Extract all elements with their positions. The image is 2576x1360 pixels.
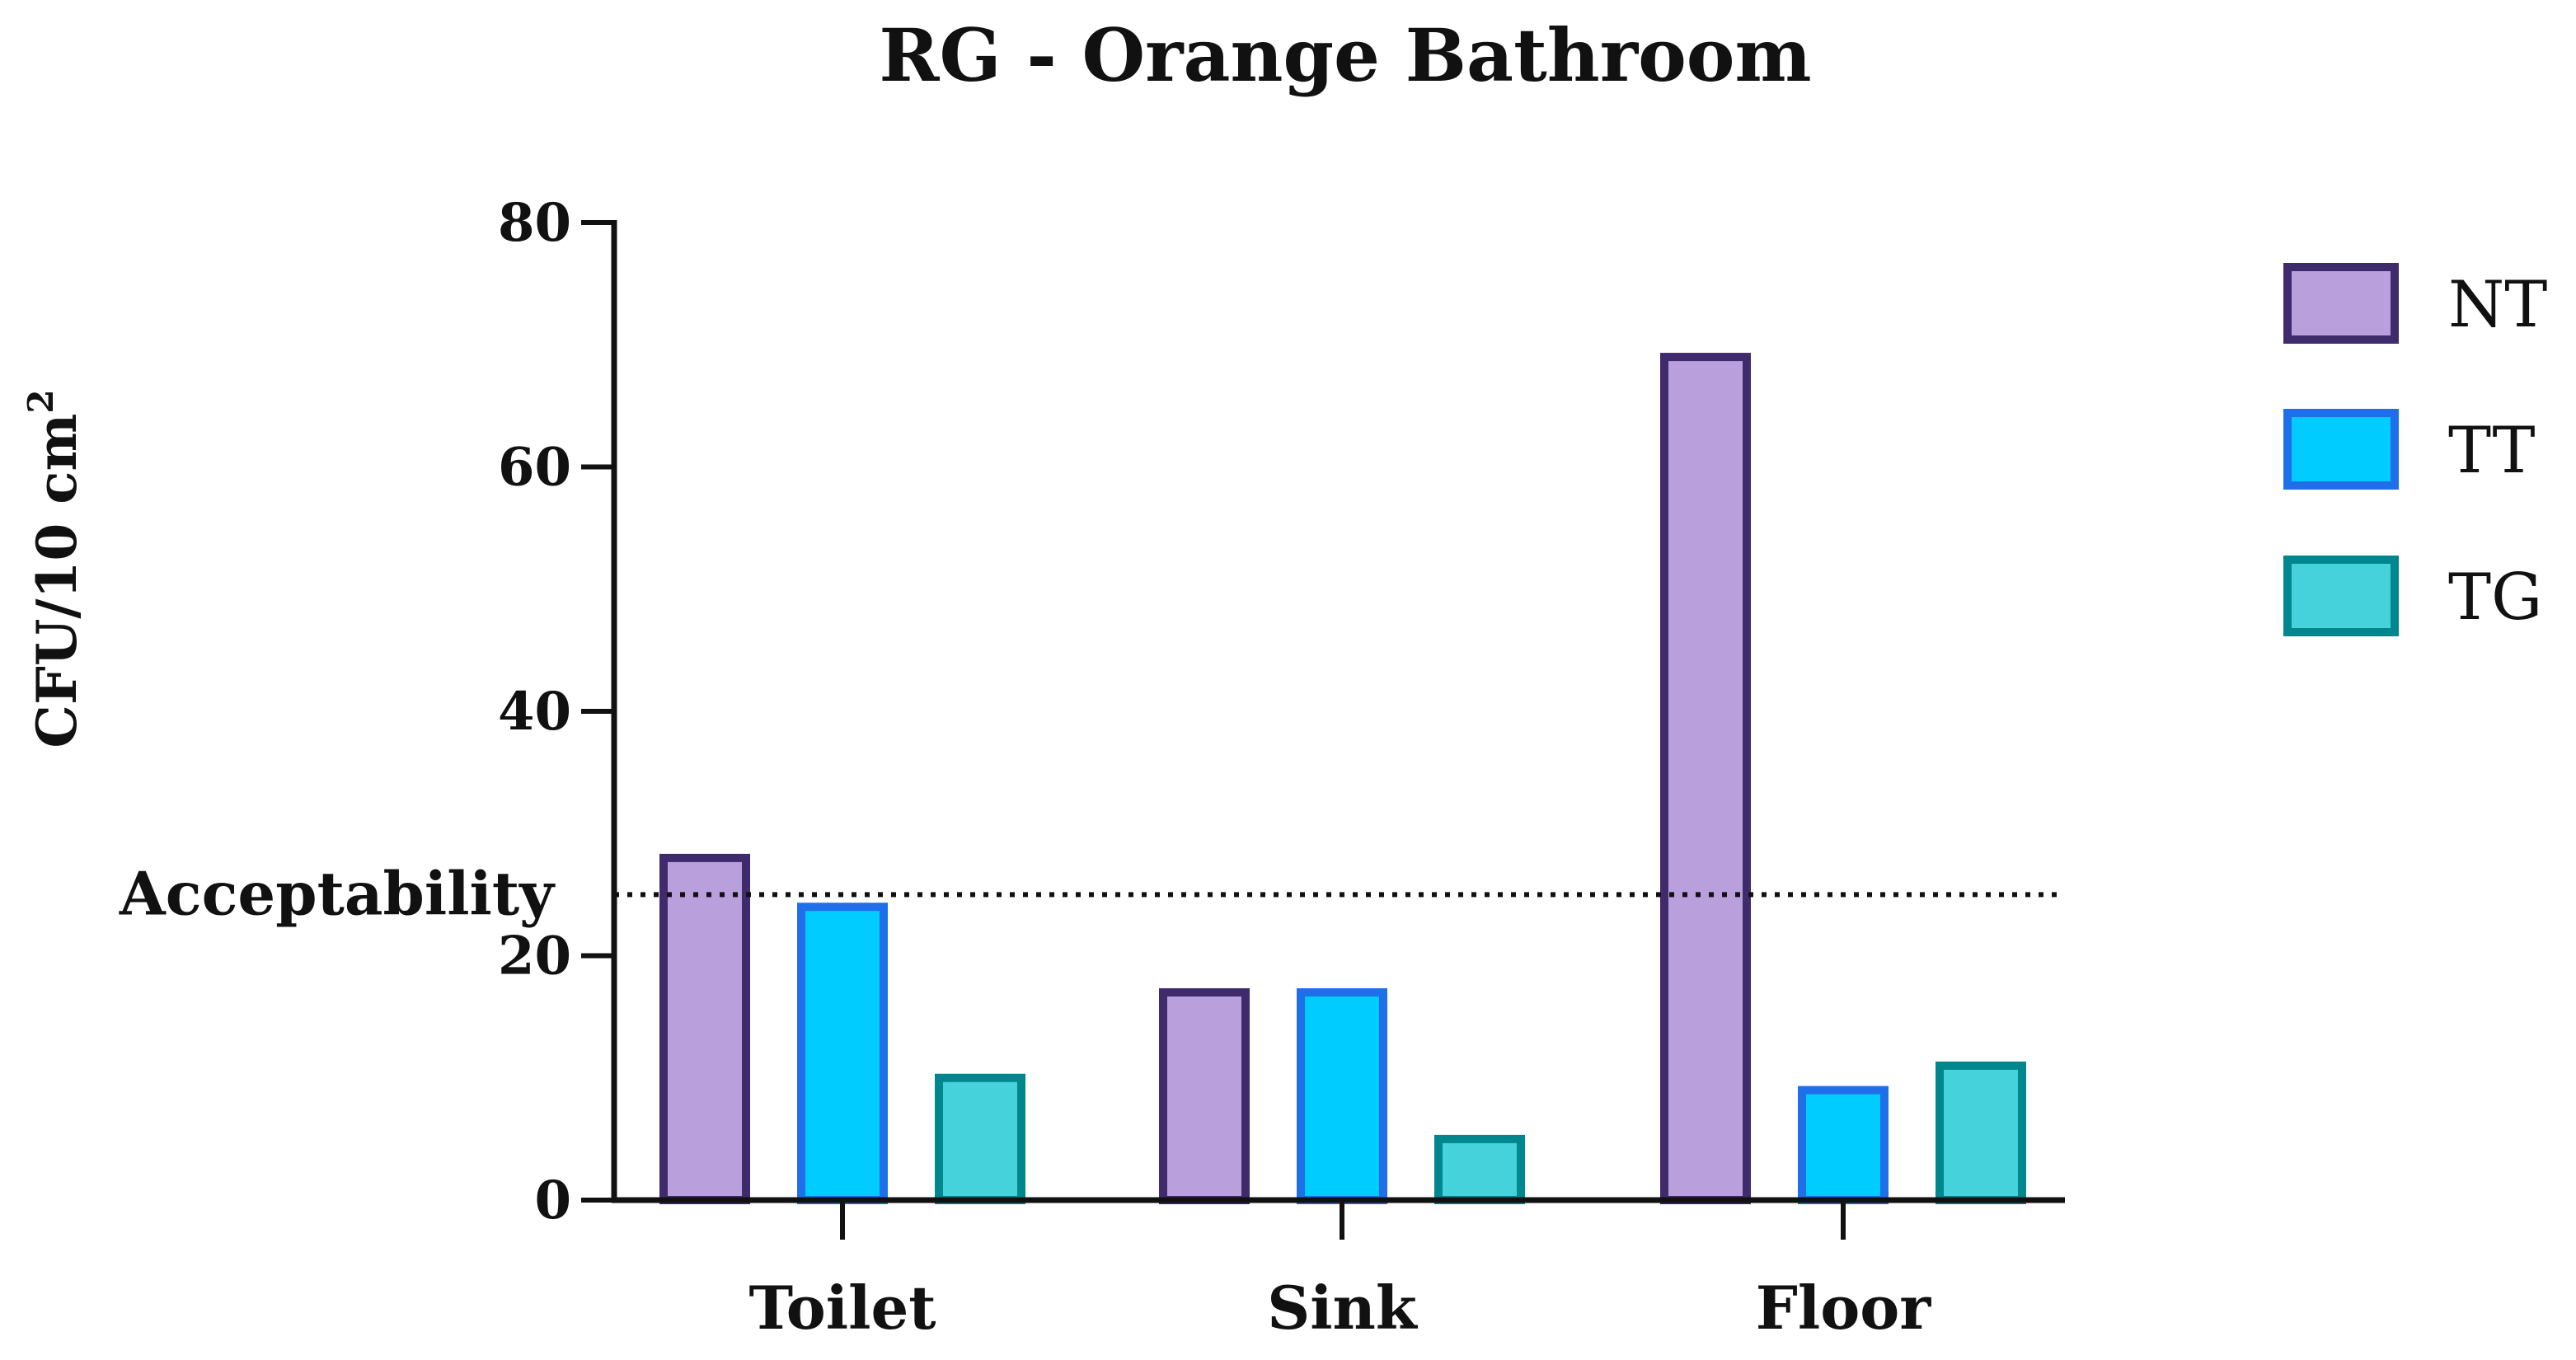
bars-group (659, 353, 2026, 1205)
legend-swatch-tg (2283, 556, 2399, 636)
bar-tg-floor (1936, 1061, 2026, 1205)
legend: NT TT TG (2283, 263, 2547, 636)
legend-swatch-nt (2283, 263, 2399, 344)
legend-label-tt: TT (2448, 414, 2536, 488)
legend-swatch-tt (2283, 409, 2399, 490)
legend-label-tg: TG (2448, 560, 2542, 635)
bar-nt-sink (1159, 987, 1250, 1204)
bar-nt-floor (1660, 353, 1751, 1204)
x-tick-label-sink: Sink (1267, 1273, 1419, 1343)
y-tick-label: 20 (498, 926, 571, 987)
legend-label-nt: NT (2448, 268, 2547, 342)
y-tick-label: 40 (498, 681, 571, 743)
y-tick-label: 80 (498, 192, 571, 254)
bar-nt-toilet (659, 853, 750, 1205)
acceptability-label: Acceptability (119, 858, 556, 928)
bar-tg-toilet (935, 1073, 1025, 1204)
bar-tt-toilet (797, 903, 888, 1204)
bar-tt-floor (1798, 1086, 1889, 1204)
y-tick-label: 0 (534, 1170, 571, 1231)
bar-tt-sink (1297, 987, 1387, 1204)
y-tick-label: 60 (498, 437, 571, 499)
bar-tg-sink (1434, 1134, 1525, 1204)
chart-title: RG - Orange Bathroom (879, 12, 1811, 98)
x-tick-label-floor: Floor (1756, 1273, 1932, 1343)
axes-group: 0 20 40 60 80 Toilet Sink Floor (498, 192, 2065, 1343)
y-axis-label-main: CFU/10 cm (25, 414, 89, 748)
y-axis-label-superscript: 2 (21, 389, 61, 413)
reference-line-group: Acceptability (119, 858, 2065, 928)
y-axis-label: CFU/10 cm2 (21, 389, 89, 748)
x-tick-label-toilet: Toilet (748, 1273, 936, 1343)
